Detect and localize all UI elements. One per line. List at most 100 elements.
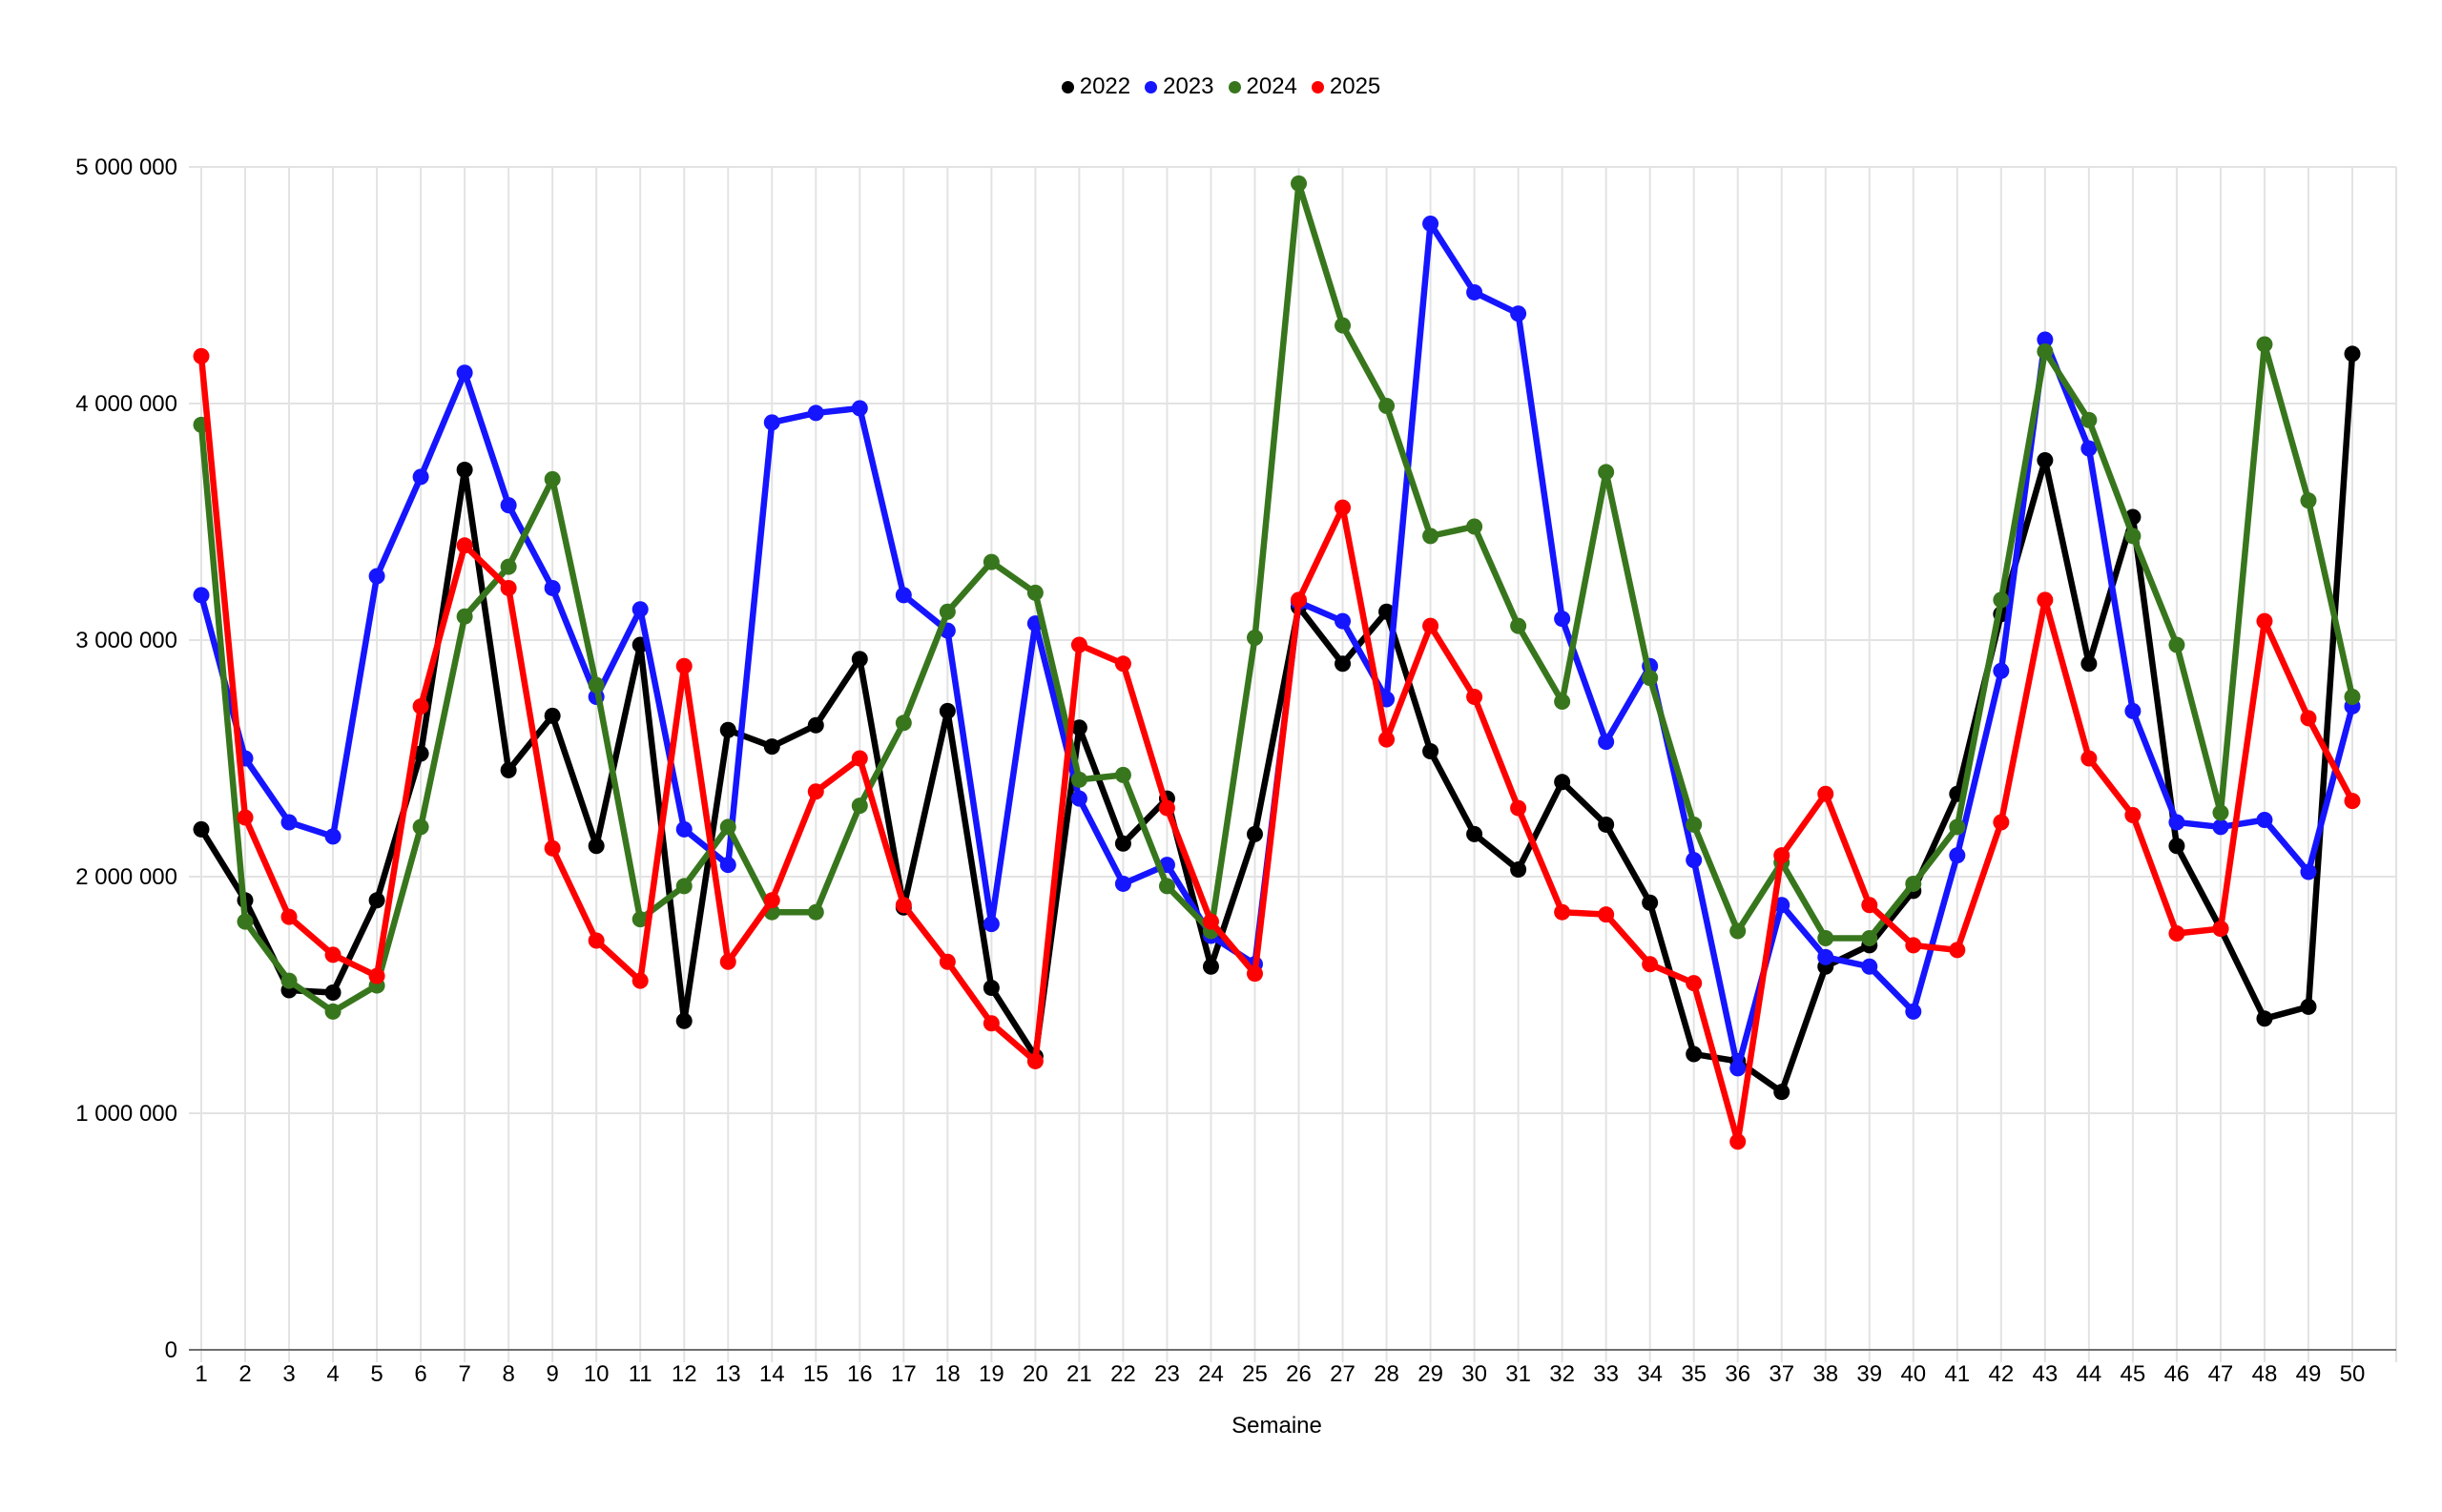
data-point[interactable] [1070,790,1087,807]
data-point[interactable] [1510,861,1527,879]
data-point[interactable] [1949,942,1966,959]
data-point[interactable] [1642,956,1659,973]
data-point[interactable] [807,716,824,734]
data-point[interactable] [1949,818,1966,836]
data-point[interactable] [719,721,736,738]
data-point[interactable] [719,818,736,836]
data-point[interactable] [631,911,649,928]
data-point[interactable] [2080,411,2098,428]
data-point[interactable] [983,1015,1000,1032]
data-point[interactable] [763,738,780,756]
data-point[interactable] [807,404,824,422]
data-point[interactable] [851,750,868,767]
data-point[interactable] [1642,894,1659,911]
data-point[interactable] [1378,397,1396,414]
data-point[interactable] [2037,591,2054,609]
data-point[interactable] [939,702,956,719]
data-point[interactable] [2212,804,2229,821]
data-point[interactable] [1246,965,1263,983]
data-point[interactable] [1773,847,1790,864]
data-point[interactable] [2037,342,2054,360]
data-point[interactable] [763,892,780,909]
data-point[interactable] [1598,906,1615,923]
data-point[interactable] [1422,617,1439,634]
data-point[interactable] [983,980,1000,997]
data-point[interactable] [1817,785,1834,802]
data-point[interactable] [2124,528,2142,545]
data-point[interactable] [324,1003,341,1020]
data-point[interactable] [2300,492,2317,509]
data-point[interactable] [237,809,254,826]
data-point[interactable] [675,878,693,895]
data-point[interactable] [2256,1010,2273,1027]
data-point[interactable] [2168,838,2185,855]
data-point[interactable] [1686,975,1703,992]
data-point[interactable] [1378,603,1396,620]
data-point[interactable] [2256,336,2273,353]
data-point[interactable] [1291,591,1308,609]
data-point[interactable] [1114,655,1131,673]
data-point[interactable] [2256,811,2273,828]
data-point[interactable] [1246,630,1263,647]
data-point[interactable] [368,892,385,909]
data-point[interactable] [2212,921,2229,938]
data-point[interactable] [500,579,517,596]
data-point[interactable] [939,953,956,970]
data-point[interactable] [1510,799,1527,817]
data-point[interactable] [1598,734,1615,751]
data-point[interactable] [280,814,298,831]
data-point[interactable] [2080,655,2098,673]
data-point[interactable] [237,913,254,930]
data-point[interactable] [1861,929,1878,946]
data-point[interactable] [456,608,473,625]
data-point[interactable] [324,984,341,1002]
data-point[interactable] [2037,331,2054,348]
data-point[interactable] [193,820,210,838]
data-point[interactable] [895,897,912,914]
data-point[interactable] [1993,662,2010,679]
data-point[interactable] [544,470,561,487]
data-point[interactable] [1202,958,1219,975]
data-point[interactable] [1554,903,1571,921]
data-point[interactable] [1466,825,1483,842]
data-point[interactable] [807,903,824,921]
data-point[interactable] [1158,799,1175,817]
data-point[interactable] [2168,814,2185,831]
data-point[interactable] [1905,937,1922,954]
data-point[interactable] [1026,1052,1044,1069]
data-point[interactable] [675,820,693,838]
data-point[interactable] [2168,636,2185,653]
series-2025[interactable] [193,347,2361,1150]
data-point[interactable] [193,587,210,604]
data-point[interactable] [1949,847,1966,864]
data-point[interactable] [1993,814,2010,831]
data-point[interactable] [1291,175,1308,192]
data-point[interactable] [368,967,385,984]
data-point[interactable] [1686,816,1703,833]
data-point[interactable] [1070,636,1087,653]
data-point[interactable] [807,783,824,800]
data-point[interactable] [1905,875,1922,892]
data-point[interactable] [2212,818,2229,836]
data-point[interactable] [1861,958,1878,975]
series-2023[interactable] [193,216,2361,1077]
data-point[interactable] [2256,612,2273,630]
data-point[interactable] [1554,774,1571,791]
data-point[interactable] [1817,929,1834,946]
legend-item-2024[interactable]: 2024 [1228,75,1297,98]
data-point[interactable] [1554,693,1571,710]
data-point[interactable] [1729,922,1747,940]
data-point[interactable] [1466,518,1483,535]
data-point[interactable] [1378,731,1396,748]
data-point[interactable] [2344,689,2361,706]
data-point[interactable] [2168,925,2185,942]
data-point[interactable] [675,657,693,674]
data-point[interactable] [763,414,780,431]
data-point[interactable] [1070,719,1087,736]
legend-item-2023[interactable]: 2023 [1145,75,1214,98]
data-point[interactable] [412,697,429,715]
data-point[interactable] [2300,998,2317,1015]
data-point[interactable] [1114,766,1131,783]
data-point[interactable] [456,537,473,554]
